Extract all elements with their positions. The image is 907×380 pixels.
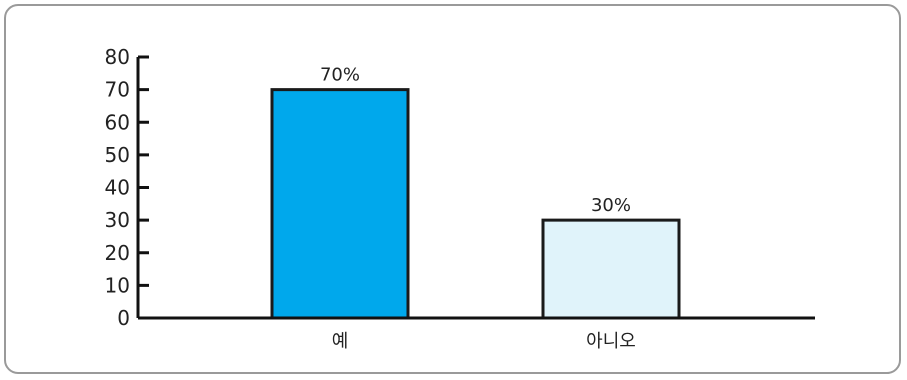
y-tick-label: 60 [105,110,130,134]
y-tick-label: 40 [105,176,130,200]
bar [541,218,681,320]
x-tick-label: 예 [332,331,349,352]
y-tick-label: 80 [105,45,130,69]
chart-frame [4,4,901,374]
y-tick-label: 30 [105,208,130,232]
y-axis-ticks: 0 10 20 30 40 50 60 70 80 [105,45,149,330]
x-tick-label: 아니오 [586,331,636,352]
y-tick-label: 10 [105,273,130,297]
y-tick-label: 70 [105,78,130,102]
y-tick-label: 0 [117,306,130,330]
bar-data-labels: 70% 30% [320,65,631,217]
bar-data-label: 30% [591,195,631,216]
x-axis-tick-labels: 예 아니오 [332,331,636,352]
bar-data-label: 70% [320,65,360,86]
y-tick-label: 50 [105,143,130,167]
bar [270,88,410,320]
y-tick-label: 20 [105,241,130,265]
